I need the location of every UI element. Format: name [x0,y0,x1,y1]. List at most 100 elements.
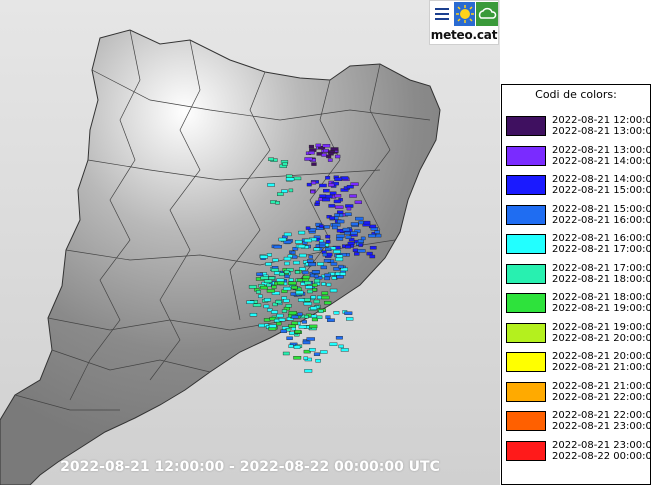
lightning-map [0,0,500,485]
lightning-strike-marker [282,351,290,356]
lightning-strike-marker [308,255,313,259]
lightning-strike-marker [333,267,340,271]
lightning-strike-marker [277,192,284,196]
lightning-strike-marker [263,318,271,322]
lightning-strike-marker [249,313,258,317]
legend-time-range: 2022-08-21 12:00:00 2022-08-21 13:00:00 [552,115,651,137]
legend-entry: 2022-08-21 20:00:00 2022-08-21 21:00:00 [505,351,651,377]
legend-swatch [506,175,546,195]
legend-swatch [506,381,546,402]
legend-time-range: 2022-08-21 21:00:00 2022-08-21 22:00:00 [552,381,651,403]
legend-time-range: 2022-08-21 20:00:00 2022-08-21 21:00:00 [552,351,651,373]
lightning-strike-marker [304,157,313,161]
lightning-strike-marker [327,158,333,162]
lightning-strike-marker [260,276,269,280]
color-legend: Codi de colors: 2022-08-21 12:00:00 2022-… [501,84,651,485]
legend-from: 2022-08-21 19:00:00 [552,321,651,333]
lightning-strike-marker [312,283,318,287]
lightning-strikes [246,143,382,373]
lightning-strike-marker [283,232,292,237]
lightning-strike-marker [336,237,344,241]
lightning-strike-marker [374,230,381,234]
lightning-strike-marker [265,262,272,266]
lightning-strike-marker [314,278,321,283]
lightning-strike-marker [266,283,272,287]
lightning-strike-marker [333,249,341,254]
legend-swatch [506,440,546,461]
lightning-strike-marker [283,240,292,244]
legend-to: 2022-08-21 17:00:00 [552,244,651,255]
lightning-strike-marker [306,337,315,341]
legend-entry: 2022-08-21 12:00:00 2022-08-21 13:00:00 [505,115,651,141]
lightning-strike-marker [297,244,306,249]
lightning-strike-marker [323,259,331,263]
legend-entry: 2022-08-21 17:00:00 2022-08-21 18:00:00 [505,263,651,289]
lightning-strike-marker [268,324,277,328]
lightning-strike-marker [340,267,349,272]
lightning-strike-marker [276,313,284,318]
lightning-strike-marker [309,348,316,352]
legend-entry: 2022-08-21 14:00:00 2022-08-21 15:00:00 [505,174,651,200]
lightning-strike-marker [291,321,299,325]
lightning-strike-marker [307,289,313,294]
legend-to: 2022-08-21 16:00:00 [552,214,651,226]
lightning-strike-marker [313,299,320,304]
legend-from: 2022-08-21 18:00:00 [552,292,651,303]
lightning-strike-marker [294,329,301,334]
lightning-strike-marker [354,229,361,233]
lightning-strike-marker [330,262,338,266]
lightning-strike-marker [340,348,349,352]
lightning-strike-marker [319,194,327,198]
lightning-strike-marker [264,298,271,302]
legend-time-range: 2022-08-21 14:00:00 2022-08-21 15:00:00 [552,174,651,196]
legend-from: 2022-08-21 14:00:00 [552,174,651,185]
lightning-strike-marker [344,311,353,315]
legend-time-range: 2022-08-21 17:00:00 2022-08-21 18:00:00 [552,263,651,285]
lightning-strike-marker [321,282,326,286]
lightning-strike-marker [297,312,303,316]
lightning-strike-marker [346,185,354,189]
lightning-strike-marker [326,282,332,287]
lightning-strike-marker [278,237,287,242]
menu-lines-icon [431,2,453,26]
lightning-strike-marker [271,310,278,314]
lightning-strike-marker [325,247,332,252]
lightning-strike-marker [292,255,298,259]
lightning-strike-marker [338,344,344,349]
lightning-strike-marker [277,281,285,285]
lightning-strike-marker [310,273,315,278]
lightning-strike-marker [282,162,288,166]
lightning-strike-marker [332,225,338,230]
lightning-strike-marker [271,268,279,272]
lightning-strike-marker [273,244,282,249]
legend-to: 2022-08-21 18:00:00 [552,273,651,285]
lightning-strike-marker [327,318,335,322]
legend-from: 2022-08-21 21:00:00 [552,380,651,392]
lightning-strike-marker [275,200,280,205]
lightning-strike-marker [318,309,324,313]
legend-from: 2022-08-21 23:00:00 [552,439,651,451]
lightning-strike-marker [304,238,312,243]
lightning-strike-marker [324,276,330,281]
lightning-strike-marker [310,306,318,310]
legend-swatch [506,234,546,254]
lightning-strike-marker [280,329,287,333]
lightning-strike-marker [293,345,301,349]
lightning-strike-marker [315,359,321,363]
lightning-strike-marker [325,176,331,180]
lightning-strike-marker [272,258,279,262]
lightning-strike-marker [336,254,343,259]
lightning-strike-marker [291,285,298,290]
lightning-strike-marker [336,275,344,279]
lightning-strike-marker [310,180,317,185]
lightning-strike-marker [293,176,302,181]
lightning-strike-marker [308,262,316,267]
legend-time-range: 2022-08-21 16:00:00 2022-08-21 17:00:00 [552,233,651,255]
lightning-strike-marker [313,247,321,251]
lightning-strike-marker [305,285,313,289]
lightning-strike-marker [333,199,341,204]
lightning-strike-marker [297,278,303,282]
lightning-strike-marker [288,311,297,315]
lightning-strike-marker [337,219,345,224]
lightning-strike-marker [324,301,332,305]
